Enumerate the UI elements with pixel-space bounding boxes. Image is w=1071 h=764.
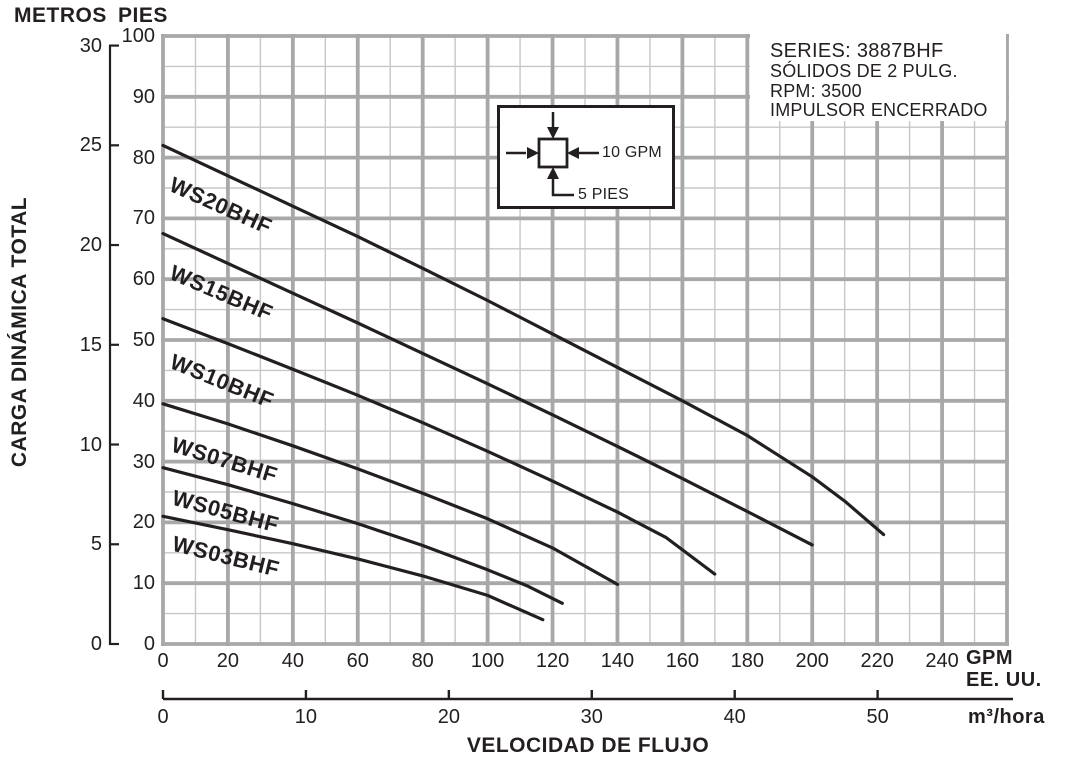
gpm-unit-label: GPM [966, 647, 1014, 669]
gpm-country-unit-label: EE. UU. [966, 669, 1042, 691]
cell-dimension-arrows-icon [506, 112, 599, 197]
grid-cell-square-icon [537, 137, 569, 169]
metros-axis-header: METROS [14, 4, 107, 27]
grid-scale-diagram [506, 112, 599, 197]
m3-unit-label: m³/hora [968, 706, 1045, 728]
legend-pies-label: 5 PIES [578, 186, 630, 203]
pies-axis-header: PIES [118, 4, 168, 27]
y-axis-title: CARGA DINÁMICA TOTAL [8, 196, 31, 468]
pump-curve-WS10BHF [161, 317, 717, 576]
pump-curve-WS15BHF [161, 232, 814, 547]
impeller-spec: IMPULSOR ENCERRADO [770, 100, 988, 120]
pump-curve-WS07BHF [161, 402, 620, 587]
series-title: SERIES: 3887BHF [770, 40, 944, 62]
pump-curve-WS03BHF [161, 514, 545, 622]
x-axis-title: VELOCIDAD DE FLUJO [466, 734, 710, 757]
chart-info-box: SERIES: 3887BHF SÓLIDOS DE 2 PULG. RPM: … [750, 28, 1006, 121]
grid-scale-legend: 10 GPM 5 PIES [497, 105, 675, 209]
rpm-spec: RPM: 3500 [770, 80, 862, 101]
pump-curve-WS05BHF [161, 466, 564, 605]
pump-curve-WS20BHF [161, 143, 886, 537]
solids-spec: SÓLIDOS DE 2 PULG. [770, 61, 958, 81]
legend-gpm-label: 10 GPM [602, 144, 662, 161]
